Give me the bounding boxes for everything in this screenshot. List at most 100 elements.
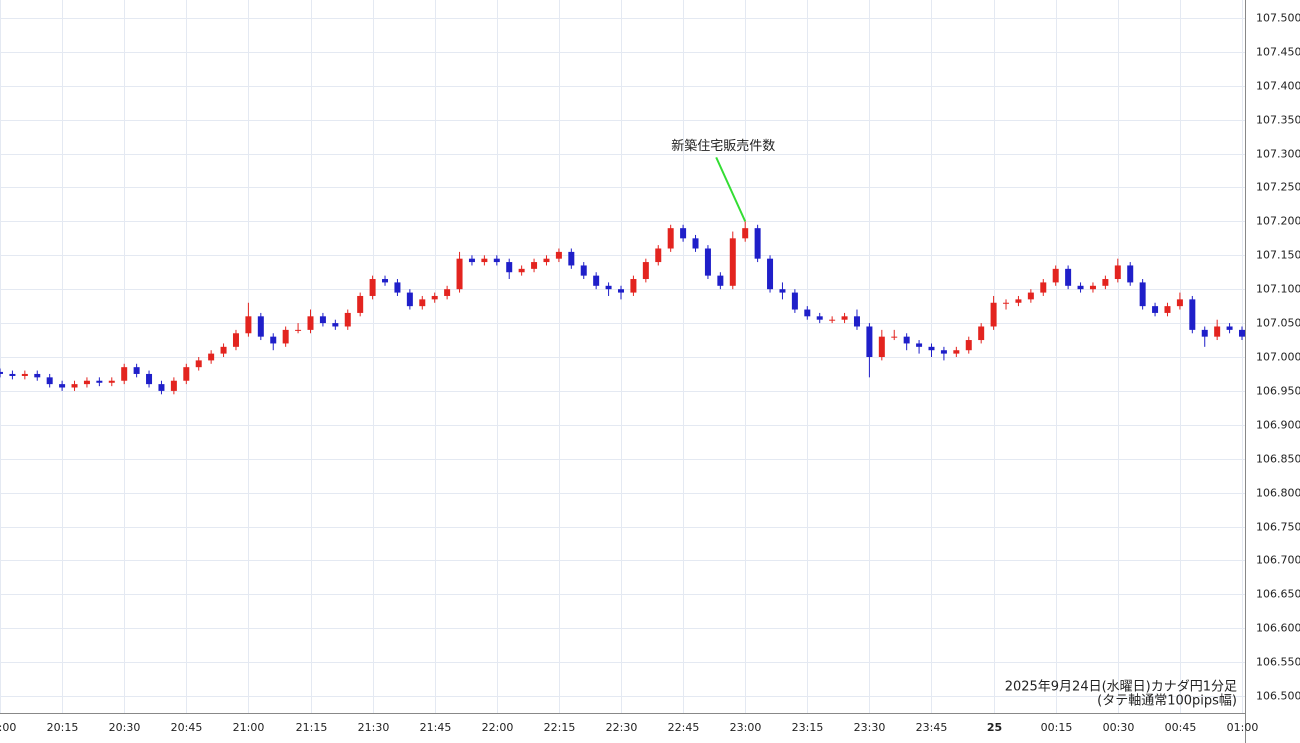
candle-body <box>59 384 66 388</box>
candle-body <box>1102 279 1109 286</box>
candle-body <box>1040 282 1047 293</box>
candle-body <box>568 251 575 266</box>
y-tick-label: 107.200 <box>1256 215 1300 228</box>
candle-body <box>580 265 587 276</box>
candle-body <box>295 329 302 331</box>
candle-body <box>1065 268 1072 286</box>
candle-body <box>1114 265 1121 280</box>
x-tick-label: 00:30 <box>1103 721 1135 734</box>
y-tick-label: 107.150 <box>1256 249 1300 262</box>
candle-body <box>940 350 947 354</box>
candle-body <box>754 228 761 259</box>
x-tick-label: 00:45 <box>1165 721 1197 734</box>
y-tick-label: 106.700 <box>1256 554 1300 567</box>
candle-body <box>841 316 848 320</box>
candle-body <box>605 285 612 290</box>
candle-body <box>978 326 985 341</box>
x-tick-label: 22:15 <box>544 721 576 734</box>
candle-body <box>0 371 3 374</box>
y-tick-label: 106.800 <box>1256 487 1300 500</box>
candle-body <box>1152 306 1159 313</box>
candle-body <box>779 289 786 293</box>
candle-body <box>1239 329 1245 337</box>
x-tick-label: 21:15 <box>296 721 328 734</box>
candle-body <box>829 319 836 321</box>
x-tick-label: 23:30 <box>854 721 886 734</box>
candle-body <box>344 312 351 327</box>
y-tick-label: 106.500 <box>1256 690 1300 703</box>
x-tick-label: 21:30 <box>358 721 390 734</box>
x-tick-label: 25 <box>987 721 1002 734</box>
candle-body <box>444 289 451 296</box>
candle-body <box>319 316 326 324</box>
candle-body <box>468 258 475 263</box>
candle-body <box>121 367 128 381</box>
candle-body <box>543 258 550 263</box>
candle-body <box>1226 326 1233 330</box>
candle-body <box>394 282 401 293</box>
x-tick-label: 20:15 <box>47 721 79 734</box>
y-tick-label: 107.050 <box>1256 317 1300 330</box>
y-tick-label: 107.100 <box>1256 283 1300 296</box>
x-tick-label: 21:45 <box>420 721 452 734</box>
candle-body <box>108 380 115 383</box>
y-tick-label: 106.900 <box>1256 419 1300 432</box>
candle-body <box>332 323 339 327</box>
candle-body <box>307 316 314 330</box>
candle-body <box>990 302 997 327</box>
x-tick-label: 01:00 <box>1227 721 1259 734</box>
candle-body <box>866 326 873 357</box>
candle-body <box>555 251 562 259</box>
footnote: 2025年9月24日(水曜日)カナダ円1分足 <box>1005 680 1237 695</box>
x-tick-label: 23:00 <box>730 721 762 734</box>
candle-body <box>1214 326 1221 337</box>
x-tick-label: 20:00 <box>0 721 16 734</box>
x-tick-label: 23:15 <box>792 721 824 734</box>
candle-body <box>903 336 910 344</box>
candle-body <box>1089 285 1096 290</box>
footnote: (タテ軸通常100pips幅) <box>1097 694 1237 709</box>
candle-body <box>1176 299 1183 307</box>
candle-body <box>195 360 202 368</box>
annotation-label: 新築住宅販売件数 <box>671 138 775 154</box>
candle-body <box>406 292 413 307</box>
candle-body <box>1189 299 1196 330</box>
candle-body <box>618 289 624 293</box>
candle-body <box>220 346 227 354</box>
candle-body <box>133 367 140 374</box>
candle-body <box>46 377 53 385</box>
x-tick-label: 21:00 <box>233 721 265 734</box>
candle-body <box>1201 329 1208 337</box>
candle-body <box>183 367 190 381</box>
candle-body <box>642 262 649 280</box>
y-tick-label: 107.400 <box>1256 80 1300 93</box>
candle-body <box>804 309 811 317</box>
candle-body <box>667 228 674 249</box>
candle-body <box>83 380 90 385</box>
candle-body <box>369 279 376 296</box>
candle-body <box>71 384 78 388</box>
x-tick-label: 20:30 <box>109 721 141 734</box>
x-tick-label: 22:00 <box>482 721 514 734</box>
x-tick-label: 22:45 <box>668 721 700 734</box>
candle-body <box>518 268 525 273</box>
x-tick-label: 22:30 <box>606 721 638 734</box>
candle-body <box>9 373 16 376</box>
y-tick-label: 106.550 <box>1256 656 1300 669</box>
x-tick-label: 00:15 <box>1041 721 1073 734</box>
candle-body <box>1139 282 1146 307</box>
candle-body <box>916 343 923 347</box>
candle-body <box>1003 302 1010 304</box>
candle-body <box>816 316 823 320</box>
candle-body <box>158 384 165 391</box>
candle-body <box>481 258 488 263</box>
candle-body <box>928 346 935 351</box>
candle-body <box>456 258 463 290</box>
candle-body <box>742 228 749 239</box>
candle-body <box>593 275 600 286</box>
candle-body <box>208 353 215 361</box>
candle-body <box>506 262 513 273</box>
candle-body <box>1027 292 1034 300</box>
candle-body <box>1052 268 1059 283</box>
candle-body <box>767 258 774 290</box>
